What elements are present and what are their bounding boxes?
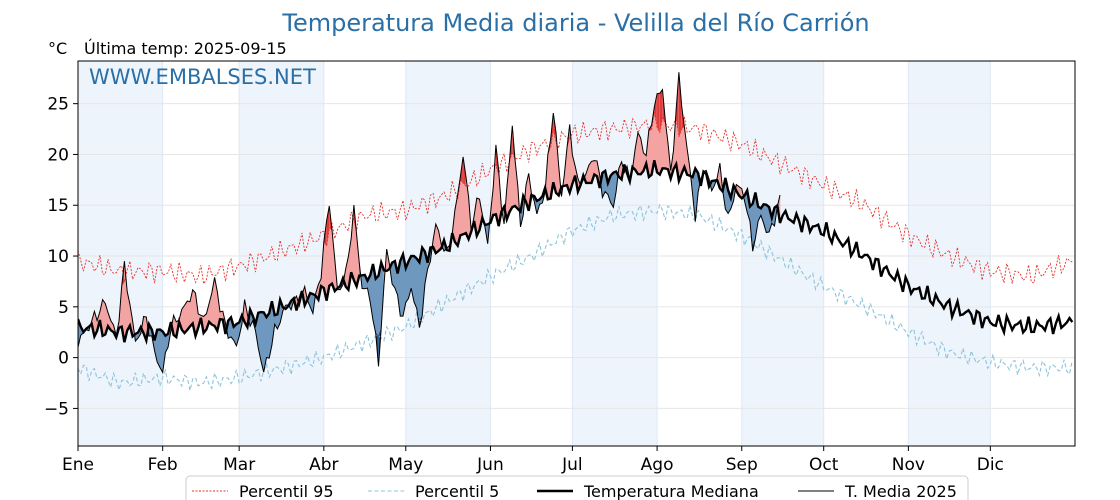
- extreme-above-fill: [657, 93, 660, 133]
- anomaly-fill: [648, 124, 652, 178]
- series-line-p5: [78, 203, 1073, 393]
- series-line-p95: [78, 112, 1073, 285]
- extreme-above-fill: [326, 205, 330, 247]
- unit-label: °C: [48, 39, 67, 58]
- x-tick-label: Nov: [892, 455, 925, 475]
- y-tick-label: 15: [47, 196, 69, 216]
- anomaly-fill: [266, 312, 270, 359]
- legend: Percentil 95 Percentil 5 Temperatura Media…: [185, 475, 969, 500]
- month-band: [78, 61, 163, 446]
- x-tick-label: Abr: [309, 455, 338, 475]
- anomaly-fill: [102, 298, 106, 337]
- x-tick-label: Sep: [726, 455, 758, 475]
- x-axis: Ene Feb Mar Abr May Jun Jul Ago Sep Oct Nov Dic: [62, 446, 1004, 475]
- series-line-median: [78, 159, 1074, 346]
- anomaly-fill: [637, 132, 641, 175]
- y-tick-label: 5: [58, 298, 69, 318]
- x-tick-label: Jul: [561, 455, 583, 475]
- x-tick-label: Dic: [977, 455, 1004, 475]
- month-band: [405, 61, 491, 446]
- anomaly-fill: [361, 274, 366, 290]
- month-bands: [78, 61, 991, 446]
- month-band: [908, 61, 991, 446]
- x-tick-label: Ene: [62, 455, 94, 475]
- legend-label: Percentil 5: [415, 482, 499, 500]
- y-tick-label: 25: [47, 95, 69, 115]
- extreme-above-fill: [678, 72, 682, 137]
- legend-label: T. Media 2025: [844, 482, 957, 500]
- x-tick-label: Mar: [223, 455, 255, 475]
- y-tick-label: 10: [47, 247, 69, 267]
- legend-label: Percentil 95: [239, 482, 334, 500]
- extreme-above-fill: [654, 93, 658, 128]
- x-tick-label: May: [388, 455, 423, 475]
- series-line-2025: [78, 72, 781, 374]
- legend-label: Temperatura Mediana: [583, 482, 759, 500]
- anomaly-fill: [184, 300, 188, 334]
- anomaly-fill: [159, 328, 163, 373]
- series-lines: [78, 72, 1074, 393]
- y-axis: −5 0 5 10 15 20 25: [44, 95, 78, 419]
- last-temp-label: Última temp: 2025-09-15: [84, 39, 287, 58]
- chart-title: Temperatura Media diaria - Velilla del R…: [281, 9, 869, 37]
- x-tick-label: Ago: [641, 455, 674, 475]
- y-tick-label: −5: [44, 399, 69, 419]
- month-band: [741, 61, 824, 446]
- plot-frame: [77, 60, 1076, 447]
- x-tick-label: Jun: [476, 455, 504, 475]
- y-tick-label: 0: [58, 349, 69, 369]
- month-band: [239, 61, 324, 446]
- y-tick-label: 20: [47, 145, 69, 165]
- x-tick-label: Feb: [148, 455, 178, 475]
- x-tick-label: Oct: [809, 455, 839, 475]
- legend-frame: [185, 475, 969, 500]
- watermark: WWW.EMBALSES.NET: [89, 65, 316, 89]
- anomaly-fill: [413, 255, 418, 309]
- month-band: [572, 61, 658, 446]
